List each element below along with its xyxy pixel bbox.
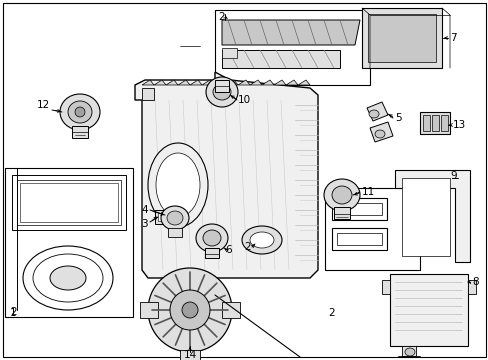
Ellipse shape [205,77,238,107]
Bar [361,8,441,68]
Polygon shape [214,80,225,85]
Bar [336,233,381,245]
Bar [140,302,158,318]
Text: 12: 12 [37,100,50,110]
Ellipse shape [213,84,230,100]
Bar [5,168,133,317]
Ellipse shape [75,107,85,117]
Polygon shape [202,80,214,85]
Polygon shape [394,170,469,262]
Text: 9: 9 [449,171,456,181]
Text: 6: 6 [224,245,231,255]
Polygon shape [366,102,387,121]
Bar [401,346,415,356]
Text: 10: 10 [238,95,251,105]
Bar [381,280,389,294]
Ellipse shape [68,101,92,123]
Ellipse shape [33,254,103,302]
Polygon shape [225,80,238,85]
Text: 11: 11 [361,187,374,197]
Ellipse shape [167,211,183,225]
Text: 2: 2 [244,242,250,252]
Polygon shape [238,80,249,85]
Bar [401,178,449,256]
Bar [325,188,419,270]
Ellipse shape [242,226,282,254]
Polygon shape [178,80,190,85]
Bar [204,248,219,258]
Bar [20,183,118,222]
Bar [389,274,467,346]
Ellipse shape [50,266,86,290]
Bar [331,228,386,250]
Ellipse shape [161,206,189,230]
Text: 1: 1 [10,308,17,318]
Text: 7: 7 [449,33,456,43]
Bar [180,350,200,360]
Bar [367,14,435,62]
Bar [222,302,240,318]
Bar [155,210,169,224]
Ellipse shape [374,130,384,138]
Text: 8: 8 [471,277,478,287]
Text: 3: 3 [141,219,148,229]
Bar [215,10,369,85]
Text: 14: 14 [183,350,196,360]
Bar [12,175,126,230]
Polygon shape [154,80,165,85]
Polygon shape [222,20,359,45]
Bar [431,115,438,131]
Text: 2: 2 [327,308,334,318]
Ellipse shape [203,230,221,246]
Bar [215,80,228,92]
Polygon shape [262,80,273,85]
Bar [440,115,447,131]
Polygon shape [369,122,392,142]
Ellipse shape [324,179,359,211]
Bar [142,88,154,100]
Polygon shape [135,72,317,278]
Bar [168,228,182,237]
Ellipse shape [170,290,209,330]
Ellipse shape [182,302,198,318]
Polygon shape [165,80,178,85]
Ellipse shape [331,186,351,204]
Text: 2: 2 [10,307,17,317]
Bar [17,180,121,225]
Text: 4: 4 [141,205,148,215]
Ellipse shape [368,110,378,118]
Ellipse shape [60,94,100,130]
Polygon shape [190,80,202,85]
Bar [422,115,429,131]
Ellipse shape [249,232,273,248]
Polygon shape [297,80,309,85]
Polygon shape [273,80,285,85]
Ellipse shape [156,153,200,217]
Bar [419,112,449,134]
Bar [333,207,349,219]
Bar [222,48,237,58]
Text: 5: 5 [394,113,401,123]
Ellipse shape [196,224,227,252]
Bar [72,126,88,138]
Polygon shape [142,80,154,85]
Ellipse shape [148,143,207,227]
Polygon shape [222,50,339,68]
Bar [158,213,165,221]
Bar [336,203,381,215]
Text: 13: 13 [452,120,465,130]
Bar [331,198,386,220]
Ellipse shape [404,348,414,356]
Polygon shape [285,80,297,85]
Bar [467,280,475,294]
Ellipse shape [148,268,231,352]
Ellipse shape [23,246,113,310]
Text: 2: 2 [218,12,224,22]
Polygon shape [249,80,262,85]
